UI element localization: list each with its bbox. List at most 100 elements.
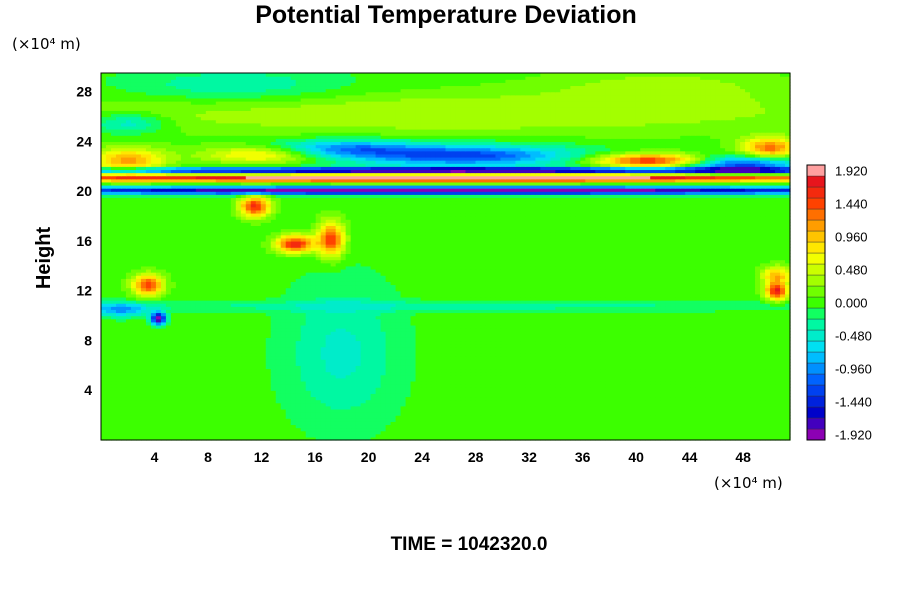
heatmap-cell [285, 393, 292, 398]
heatmap-cell [175, 424, 182, 429]
heatmap-cell [355, 399, 362, 404]
heatmap-cell [130, 399, 137, 404]
heatmap-cell [485, 433, 492, 438]
heatmap-cell [735, 408, 741, 413]
heatmap-cell [550, 365, 556, 370]
heatmap-cell [620, 415, 626, 419]
heatmap-cell [150, 384, 157, 388]
heatmap-cell [580, 380, 586, 385]
heatmap-cell [555, 433, 561, 438]
heatmap-cell [405, 424, 412, 429]
heatmap-cell [485, 365, 492, 370]
heatmap-cell [105, 415, 112, 419]
heatmap-cell [275, 418, 282, 422]
heatmap-cell [450, 396, 457, 401]
heatmap-cell [185, 427, 192, 432]
heatmap-cell [595, 408, 601, 413]
heatmap-cell [580, 430, 586, 435]
heatmap-cell [640, 436, 646, 441]
heatmap-cell [390, 415, 397, 419]
heatmap-cell [260, 405, 267, 410]
heatmap-cell [390, 368, 397, 373]
heatmap-cell [580, 424, 586, 429]
heatmap-cell [295, 412, 302, 416]
heatmap-cell [505, 399, 511, 404]
heatmap-cell [175, 365, 182, 370]
heatmap-cell [225, 399, 232, 404]
heatmap-cell [755, 421, 761, 426]
heatmap-cell [540, 374, 546, 379]
heatmap-cell [495, 390, 502, 394]
heatmap-cell [685, 433, 691, 438]
heatmap-cell [140, 377, 147, 382]
heatmap-cell [680, 430, 686, 435]
heatmap-cell [400, 399, 407, 404]
heatmap-cell [520, 368, 526, 373]
heatmap-cell [735, 399, 741, 404]
heatmap-cell [655, 387, 661, 391]
heatmap-cell [770, 418, 776, 422]
heatmap-cell [555, 427, 561, 432]
heatmap-cell [170, 436, 177, 441]
heatmap-cell [675, 436, 681, 441]
heatmap-cell [540, 412, 546, 416]
heatmap-cell [700, 427, 706, 432]
heatmap-cell [770, 402, 776, 407]
heatmap-cell [785, 430, 791, 435]
heatmap-cell [730, 424, 736, 429]
heatmap-cell [290, 399, 297, 404]
heatmap-cell [670, 377, 676, 382]
heatmap-cell [190, 433, 197, 438]
heatmap-cell [455, 433, 462, 438]
heatmap-cell [575, 402, 581, 407]
heatmap-cell [400, 371, 407, 376]
heatmap-cell [430, 424, 437, 429]
heatmap-cell [745, 427, 751, 432]
heatmap-cell [340, 405, 347, 410]
heatmap-cell [525, 421, 531, 426]
heatmap-cell [130, 427, 137, 432]
heatmap-cell [135, 433, 142, 438]
heatmap-cell [740, 421, 746, 426]
heatmap-cell [185, 424, 192, 429]
heatmap-cell [350, 390, 357, 394]
heatmap-cell [740, 371, 746, 376]
heatmap-cell [670, 412, 676, 416]
heatmap-cell [510, 390, 516, 394]
heatmap-cell [190, 365, 197, 370]
heatmap-cell [335, 374, 342, 379]
heatmap-cell [725, 405, 731, 410]
heatmap-cell [435, 433, 442, 438]
heatmap-cell [505, 424, 511, 429]
heatmap-cell [430, 374, 437, 379]
heatmap-cell [685, 415, 691, 419]
heatmap-cell [595, 374, 601, 379]
heatmap-cell [730, 368, 736, 373]
heatmap-cell [475, 412, 482, 416]
heatmap-cell [140, 405, 147, 410]
heatmap-cell [265, 365, 272, 370]
heatmap-cell [575, 368, 581, 373]
heatmap-cell [105, 427, 112, 432]
heatmap-cell [185, 408, 192, 413]
heatmap-cell [610, 384, 616, 388]
heatmap-cell [295, 374, 302, 379]
heatmap-cell [195, 405, 202, 410]
heatmap-cell [765, 433, 771, 438]
heatmap-cell [135, 427, 142, 432]
heatmap-cell [405, 390, 412, 394]
heatmap-cell [285, 405, 292, 410]
heatmap-cell [220, 405, 227, 410]
heatmap-cell [205, 368, 212, 373]
heatmap-cell [440, 399, 447, 404]
heatmap-cell [425, 387, 432, 391]
heatmap-cell [205, 405, 212, 410]
heatmap-cell [700, 368, 706, 373]
heatmap-cell [720, 408, 726, 413]
heatmap-cell [675, 396, 681, 401]
heatmap-cell [145, 405, 152, 410]
heatmap-cell [665, 402, 671, 407]
heatmap-cell [745, 374, 751, 379]
heatmap-cell [135, 421, 142, 426]
heatmap-cell [370, 427, 377, 432]
